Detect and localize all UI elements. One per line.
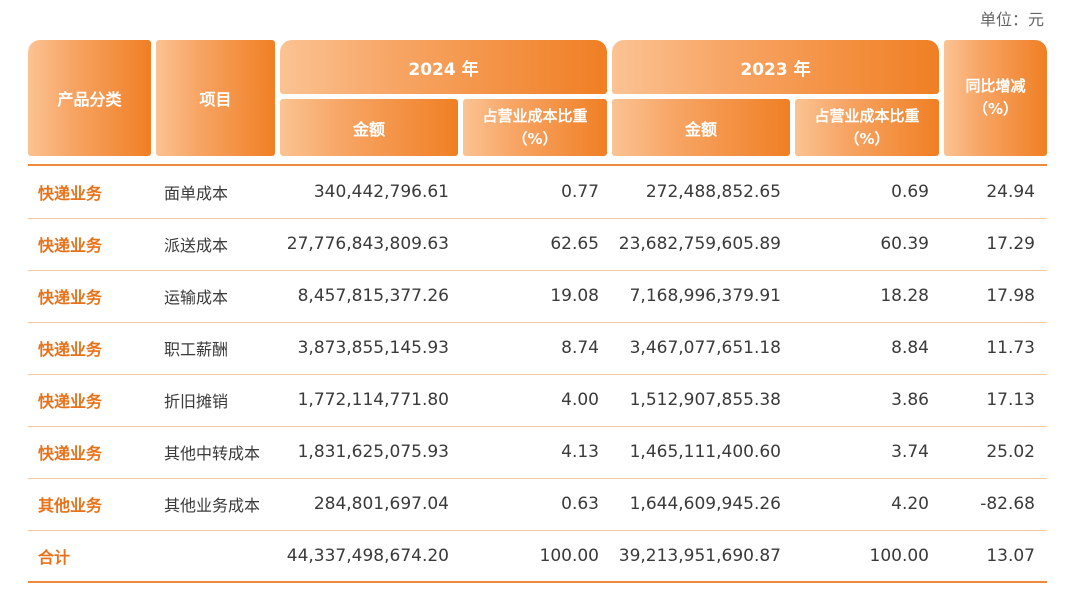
category-cell: 快递业务	[38, 340, 103, 359]
amount-2023-cell: 272,488,852.65	[645, 182, 781, 202]
amount-2024-cell: 8,457,815,377.26	[297, 286, 449, 306]
table-row: 快递业务 派送成本 27,776,843,809.63 62.65 23,682…	[28, 218, 1047, 270]
header-amount-2023: 金额	[612, 99, 790, 156]
category-cell: 快递业务	[38, 444, 103, 463]
ratio-2023-cell: 18.28	[880, 286, 929, 306]
ratio-2024-cell: 62.65	[550, 234, 599, 254]
unit-label: 单位：元	[979, 10, 1044, 29]
category-cell: 快递业务	[38, 236, 103, 255]
amount-2024-cell: 44,337,498,674.20	[286, 546, 449, 566]
header-item-label: 项目	[199, 90, 232, 109]
header-amount-2024-label: 金额	[352, 119, 385, 139]
category-cell: 快递业务	[38, 392, 103, 411]
amount-2024-cell: 3,873,855,145.93	[297, 338, 449, 358]
row-divider	[28, 530, 1047, 531]
item-cell: 面单成本	[164, 184, 229, 203]
header-ratio-2024-line2: （%）	[512, 129, 558, 148]
amount-2023-cell: 1,465,111,400.60	[629, 442, 781, 462]
yoy-cell: 17.29	[986, 234, 1035, 254]
ratio-2023-cell: 4.20	[891, 494, 929, 514]
amount-2023-cell: 1,512,907,855.38	[629, 390, 781, 410]
item-cell: 其他中转成本	[164, 444, 261, 463]
category-cell: 合计	[38, 548, 71, 567]
table-row: 快递业务 职工薪酬 3,873,855,145.93 8.74 3,467,07…	[28, 322, 1047, 374]
header-ratio-2023: 占营业成本比重 （%）	[795, 99, 939, 156]
category-cell: 快递业务	[38, 184, 103, 203]
table-row-total: 合计 44,337,498,674.20 100.00 39,213,951,6…	[28, 530, 1047, 582]
table-row: 快递业务 运输成本 8,457,815,377.26 19.08 7,168,9…	[28, 270, 1047, 322]
header-amount-2024: 金额	[280, 99, 458, 156]
header-category-label: 产品分类	[57, 90, 122, 109]
amount-2024-cell: 1,831,625,075.93	[297, 442, 449, 462]
item-cell: 其他业务成本	[164, 496, 261, 515]
row-divider	[28, 374, 1047, 375]
ratio-2024-cell: 0.77	[561, 182, 599, 202]
amount-2024-cell: 284,801,697.04	[313, 494, 449, 514]
header-divider	[28, 164, 1047, 166]
row-divider	[28, 426, 1047, 427]
row-divider	[28, 322, 1047, 323]
header-year-2024-label: 2024 年	[408, 59, 479, 80]
amount-2024-cell: 1,772,114,771.80	[297, 390, 449, 410]
amount-2023-cell: 23,682,759,605.89	[618, 234, 781, 254]
yoy-cell: 11.73	[986, 338, 1035, 358]
ratio-2023-cell: 0.69	[891, 182, 929, 202]
ratio-2023-cell: 3.86	[891, 390, 929, 410]
amount-2023-cell: 39,213,951,690.87	[618, 546, 781, 566]
item-cell: 运输成本	[164, 288, 229, 307]
ratio-2024-cell: 4.13	[561, 442, 599, 462]
yoy-cell: 17.98	[986, 286, 1035, 306]
ratio-2023-cell: 60.39	[880, 234, 929, 254]
header-ratio-2023-line1: 占营业成本比重	[814, 106, 920, 125]
ratio-2024-cell: 0.63	[561, 494, 599, 514]
row-divider	[28, 218, 1047, 219]
header-ratio-2023-line2: （%）	[844, 129, 890, 148]
header-year-2023: 2023 年	[612, 40, 939, 94]
item-cell: 职工薪酬	[164, 340, 229, 359]
header-yoy-line1: 同比增减	[965, 77, 1026, 95]
yoy-cell: -82.68	[980, 494, 1035, 514]
amount-2023-cell: 7,168,996,379.91	[629, 286, 781, 306]
header-ratio-2024-line1: 占营业成本比重	[482, 106, 588, 125]
yoy-cell: 25.02	[986, 442, 1035, 462]
item-cell: 派送成本	[164, 236, 229, 255]
table-row: 快递业务 面单成本 340,442,796.61 0.77 272,488,85…	[28, 166, 1047, 218]
amount-2023-cell: 3,467,077,651.18	[629, 338, 781, 358]
yoy-cell: 13.07	[986, 546, 1035, 566]
ratio-2024-cell: 8.74	[561, 338, 599, 358]
yoy-cell: 17.13	[986, 390, 1035, 410]
row-divider	[28, 478, 1047, 479]
category-cell: 快递业务	[38, 288, 103, 307]
ratio-2023-cell: 8.84	[891, 338, 929, 358]
header-year-2023-label: 2023 年	[740, 59, 811, 80]
header-ratio-2024: 占营业成本比重 （%）	[463, 99, 607, 156]
header-category: 产品分类	[28, 40, 151, 156]
ratio-2023-cell: 100.00	[869, 546, 929, 566]
table-row: 其他业务 其他业务成本 284,801,697.04 0.63 1,644,60…	[28, 478, 1047, 530]
ratio-2023-cell: 3.74	[891, 442, 929, 462]
row-divider	[28, 270, 1047, 271]
header-year-2024: 2024 年	[280, 40, 607, 94]
ratio-2024-cell: 19.08	[550, 286, 599, 306]
header-yoy-line2: （%）	[972, 100, 1019, 118]
yoy-cell: 24.94	[986, 182, 1035, 202]
table-bottom-border	[28, 581, 1047, 583]
ratio-2024-cell: 4.00	[561, 390, 599, 410]
ratio-2024-cell: 100.00	[539, 546, 599, 566]
amount-2024-cell: 340,442,796.61	[313, 182, 449, 202]
header-item: 项目	[156, 40, 275, 156]
category-cell: 其他业务	[38, 496, 103, 515]
amount-2024-cell: 27,776,843,809.63	[286, 234, 449, 254]
table-row: 快递业务 其他中转成本 1,831,625,075.93 4.13 1,465,…	[28, 426, 1047, 478]
header-yoy: 同比增减 （%）	[944, 40, 1047, 156]
item-cell: 折旧摊销	[164, 392, 229, 411]
header-amount-2023-label: 金额	[684, 119, 717, 139]
table-row: 快递业务 折旧摊销 1,772,114,771.80 4.00 1,512,90…	[28, 374, 1047, 426]
amount-2023-cell: 1,644,609,945.26	[629, 494, 781, 514]
